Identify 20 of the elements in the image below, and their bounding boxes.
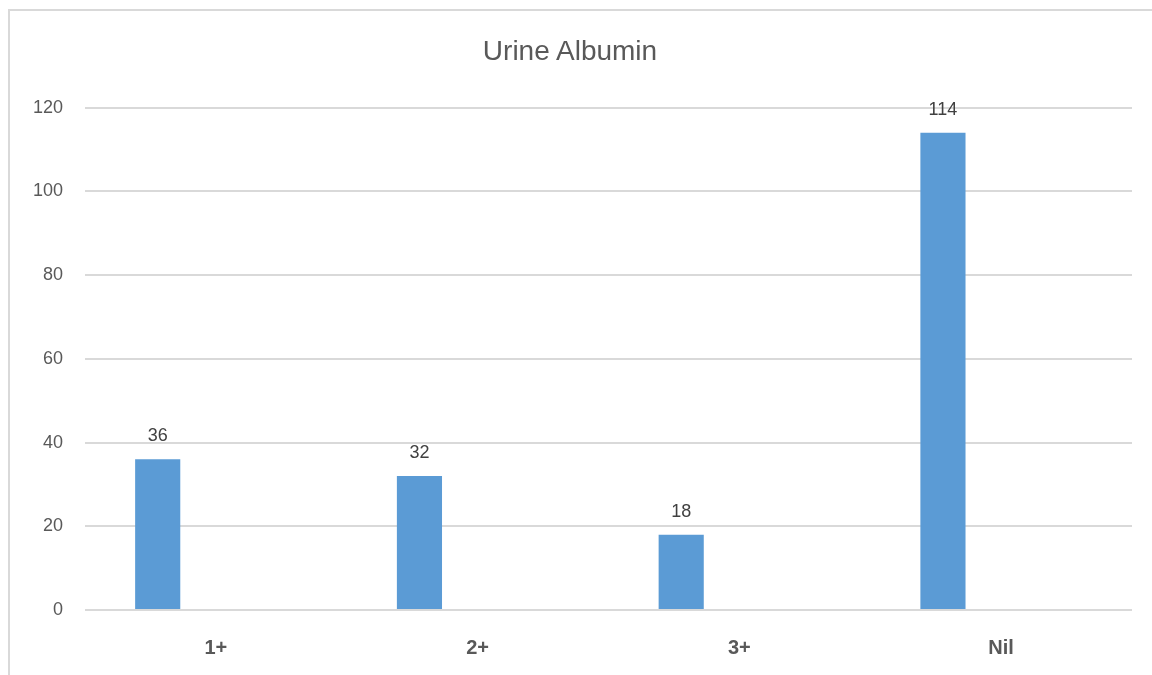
y-tick-label: 80 <box>42 264 63 285</box>
bar <box>396 476 443 609</box>
bar <box>920 132 966 609</box>
y-tick-label: 100 <box>32 180 63 201</box>
data-label: 114 <box>928 98 958 119</box>
y-tick-label: 20 <box>42 515 63 536</box>
data-label: 32 <box>409 442 430 462</box>
y-tick-label: 120 <box>32 96 63 117</box>
bar <box>658 534 704 609</box>
y-tick-label: 60 <box>42 347 63 368</box>
data-label: 36 <box>147 425 168 446</box>
x-tick-label: 3+ <box>727 635 751 658</box>
data-label: 18 <box>671 500 692 521</box>
y-tick-label: 0 <box>52 598 63 619</box>
chart-title: Urine Albumin <box>482 34 658 66</box>
x-tick-label: Nil <box>988 635 1014 658</box>
bar <box>135 459 181 609</box>
x-tick-label: 2+ <box>466 635 490 658</box>
x-tick-label: 1+ <box>204 635 228 658</box>
y-tick-label: 40 <box>42 431 63 452</box>
